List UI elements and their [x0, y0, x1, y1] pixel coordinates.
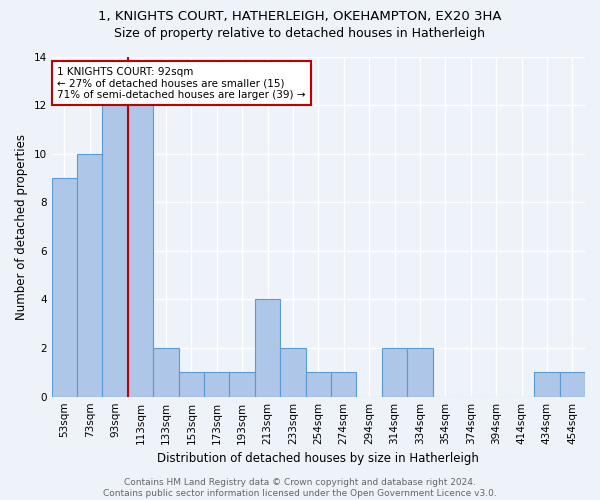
Bar [128, 105, 153, 397]
Bar [229, 372, 255, 396]
Bar [280, 348, 305, 397]
Bar [534, 372, 560, 396]
Bar [331, 372, 356, 396]
Text: 1 KNIGHTS COURT: 92sqm
← 27% of detached houses are smaller (15)
71% of semi-det: 1 KNIGHTS COURT: 92sqm ← 27% of detached… [57, 66, 305, 100]
Bar [255, 300, 280, 396]
Bar [77, 154, 103, 396]
Y-axis label: Number of detached properties: Number of detached properties [15, 134, 28, 320]
Text: Contains HM Land Registry data © Crown copyright and database right 2024.
Contai: Contains HM Land Registry data © Crown c… [103, 478, 497, 498]
Text: 1, KNIGHTS COURT, HATHERLEIGH, OKEHAMPTON, EX20 3HA: 1, KNIGHTS COURT, HATHERLEIGH, OKEHAMPTO… [98, 10, 502, 23]
Bar [103, 105, 128, 397]
Text: Size of property relative to detached houses in Hatherleigh: Size of property relative to detached ho… [115, 28, 485, 40]
Bar [305, 372, 331, 396]
Bar [204, 372, 229, 396]
Bar [179, 372, 204, 396]
X-axis label: Distribution of detached houses by size in Hatherleigh: Distribution of detached houses by size … [157, 452, 479, 465]
Bar [560, 372, 585, 396]
Bar [52, 178, 77, 396]
Bar [382, 348, 407, 397]
Bar [153, 348, 179, 397]
Bar [407, 348, 433, 397]
